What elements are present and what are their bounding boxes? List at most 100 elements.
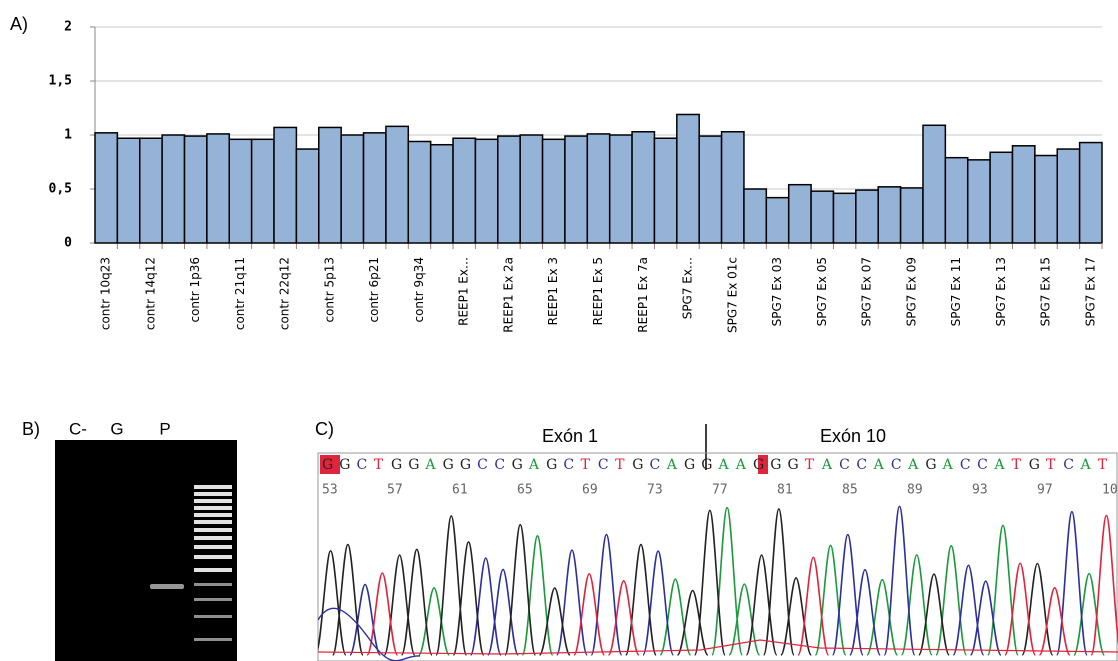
x-tick-label: REEP1 Ex 7a xyxy=(636,257,650,333)
position-label: 53 xyxy=(322,483,338,498)
x-tick-label: SPG7 Ex 03 xyxy=(770,257,784,326)
bar xyxy=(631,131,656,244)
bar xyxy=(206,133,231,244)
x-tick-label: SPG7 Ex 09 xyxy=(904,257,918,326)
bar xyxy=(250,138,275,244)
gel-band xyxy=(150,584,184,589)
x-tick-label: contr 14q12 xyxy=(143,257,157,330)
lane-label: C- xyxy=(69,419,87,438)
bar xyxy=(519,134,544,244)
bar xyxy=(429,143,454,244)
y-tick-label: 0 xyxy=(64,236,72,251)
panel-label: C) xyxy=(315,419,334,439)
ladder-band xyxy=(194,568,232,572)
bar xyxy=(273,126,298,244)
bar xyxy=(944,156,969,244)
position-label: 61 xyxy=(452,483,468,498)
bar xyxy=(765,196,790,244)
x-tick-label: contr 5p13 xyxy=(322,257,336,323)
highlight xyxy=(758,455,768,474)
lane-label: P xyxy=(159,419,170,438)
bar xyxy=(139,137,163,244)
y-tick-label: 0,5 xyxy=(49,182,72,197)
ladder-band xyxy=(194,485,232,489)
trace xyxy=(366,514,1118,656)
bar xyxy=(228,138,253,244)
exon-label: Exón 1 xyxy=(542,426,598,446)
bar xyxy=(452,137,477,244)
ladder-band xyxy=(194,598,232,601)
ladder-band xyxy=(194,615,232,618)
ladder-band xyxy=(194,583,232,586)
bar xyxy=(989,151,1014,244)
x-tick-label: REEP1 Ex 5 xyxy=(591,257,605,325)
bar xyxy=(407,140,432,244)
ladder-band xyxy=(194,520,232,524)
ladder-band xyxy=(194,506,232,510)
bar xyxy=(116,137,141,244)
gel-image xyxy=(55,440,237,661)
x-tick-label: contr 10q23 xyxy=(99,257,113,330)
x-tick-label: SPG7 Ex 07 xyxy=(860,257,874,326)
exon-label: Exón 10 xyxy=(820,426,886,446)
bar xyxy=(1056,148,1081,244)
bar xyxy=(183,135,208,244)
position-label: 97 xyxy=(1037,483,1053,498)
bar xyxy=(899,187,924,244)
x-tick-label: SPG7 Ex 13 xyxy=(994,257,1008,326)
ladder-band xyxy=(194,499,232,503)
chromatogram-frame xyxy=(317,452,1118,661)
bar xyxy=(966,159,991,244)
trace xyxy=(318,607,421,661)
x-tick-label: contr 21q11 xyxy=(233,257,247,330)
panel-label: A) xyxy=(10,14,28,34)
bar xyxy=(608,134,633,244)
y-tick-label: 2 xyxy=(64,20,72,35)
bar xyxy=(676,113,700,244)
position-label: 85 xyxy=(842,483,858,498)
y-tick-label: 1 xyxy=(64,128,72,143)
x-tick-label: REEP1 Ex 3 xyxy=(546,257,560,325)
bar xyxy=(564,135,589,244)
bar xyxy=(497,135,521,244)
trace xyxy=(318,639,1118,655)
position-label: 81 xyxy=(777,483,793,498)
ladder-band xyxy=(194,638,232,641)
bar xyxy=(94,132,119,244)
bar xyxy=(318,126,342,244)
bar xyxy=(474,138,499,244)
position-label: 73 xyxy=(647,483,663,498)
x-tick-label: contr 9q34 xyxy=(412,257,426,323)
bar xyxy=(743,188,768,244)
bar xyxy=(922,124,947,244)
x-tick-label: SPG7 Ex… xyxy=(681,257,695,319)
bar xyxy=(1078,141,1103,244)
ladder-band xyxy=(194,492,232,496)
x-tick-label: SPG7 Ex 05 xyxy=(815,257,829,326)
bar xyxy=(698,135,723,244)
panel-label: B) xyxy=(22,419,40,439)
bar xyxy=(1011,145,1036,244)
position-label: 101 xyxy=(1102,483,1118,498)
trace xyxy=(349,505,1088,656)
x-tick-label: SPG7 Ex 15 xyxy=(1039,257,1053,326)
x-tick-label: contr 1p36 xyxy=(188,257,202,323)
bar xyxy=(787,183,812,244)
ladder-band xyxy=(194,536,232,540)
bar xyxy=(340,134,365,244)
position-label: 93 xyxy=(972,483,988,498)
ladder-band xyxy=(194,555,232,559)
ladder-band xyxy=(194,545,232,549)
x-tick-label: SPG7 Ex 11 xyxy=(949,257,963,326)
x-tick-label: REEP1 Ex… xyxy=(457,257,471,326)
y-tick-label: 1,5 xyxy=(49,74,72,89)
x-tick-label: contr 22q12 xyxy=(278,257,292,330)
position-label: 77 xyxy=(712,483,728,498)
bar xyxy=(385,125,410,244)
bar xyxy=(832,192,857,244)
bar xyxy=(877,186,902,244)
ladder-band xyxy=(194,528,232,532)
